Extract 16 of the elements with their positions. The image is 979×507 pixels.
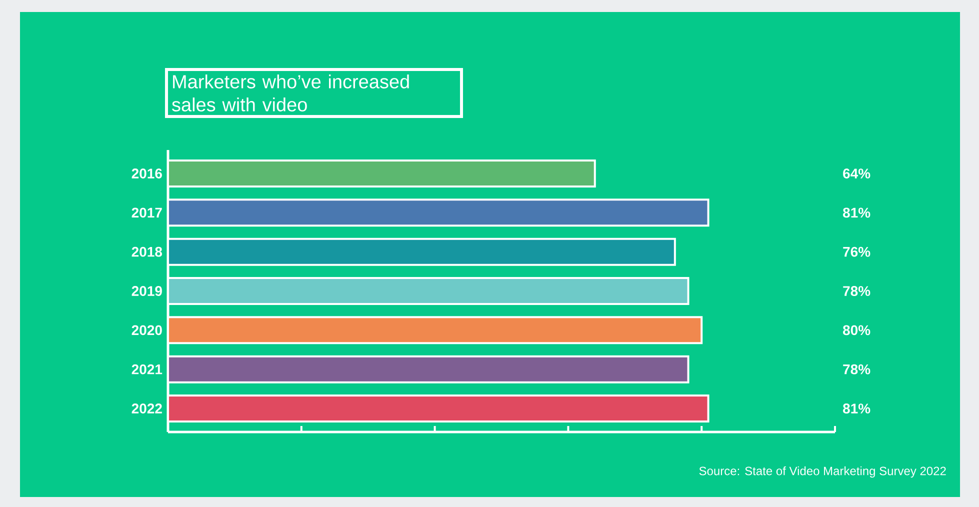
data-label: 76%: [843, 246, 870, 257]
data-label: 78%: [843, 286, 870, 296]
y-tick-label: 2022: [132, 404, 162, 414]
y-tick-label: 2016: [132, 168, 162, 178]
y-tick-label: 2018: [132, 246, 162, 257]
y-tick-label: 2019: [132, 286, 162, 296]
y-tick-label: 2021: [132, 364, 162, 374]
data-label: 81%: [842, 404, 870, 414]
y-tick-label: 2017: [132, 208, 162, 218]
chart-title: Marketers who’ve increased sales with video: [172, 74, 409, 112]
data-label: 78%: [843, 364, 870, 374]
y-tick-label: 2020: [132, 325, 162, 336]
data-label: 81%: [842, 208, 870, 218]
data-label: 64%: [843, 168, 870, 178]
data-label: 80%: [842, 325, 870, 336]
source-note: Source: State of Video Marketing Survey 2022: [699, 466, 946, 478]
